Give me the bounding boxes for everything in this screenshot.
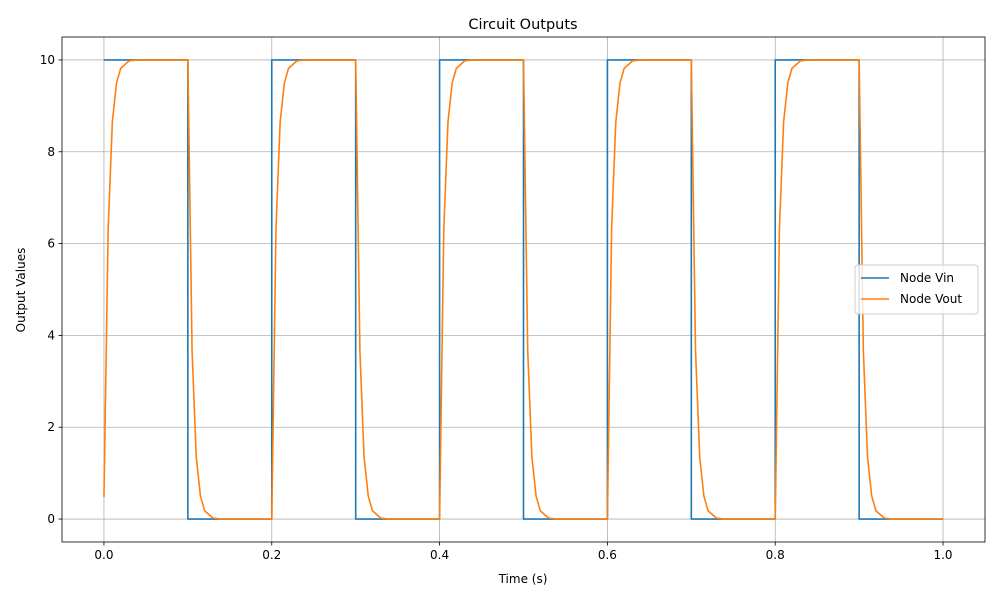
plot-frame bbox=[61, 36, 986, 543]
x-tick-label: 1.0 bbox=[933, 548, 952, 562]
x-tick-label: 0.6 bbox=[598, 548, 617, 562]
legend: Node Vin Node Vout bbox=[854, 264, 979, 315]
x-tick-label: 0.4 bbox=[430, 548, 449, 562]
y-tick-label: 10 bbox=[40, 53, 55, 67]
y-tick-label: 2 bbox=[47, 420, 55, 434]
y-tick-label: 6 bbox=[47, 237, 55, 251]
y-tick-label: 8 bbox=[47, 145, 55, 159]
chart-title: Circuit Outputs bbox=[468, 17, 577, 33]
y-axis-ticks: 0 2 4 6 8 10 bbox=[40, 53, 62, 526]
y-tick-label: 0 bbox=[47, 512, 55, 526]
series-line-node-vin bbox=[103, 59, 944, 520]
y-axis-label: Output Values bbox=[14, 248, 28, 333]
legend-label: Node Vout bbox=[900, 292, 962, 306]
series-layer bbox=[103, 59, 944, 520]
legend-label: Node Vin bbox=[900, 271, 954, 285]
x-tick-label: 0.2 bbox=[262, 548, 281, 562]
x-axis-ticks: 0.0 0.2 0.4 0.6 0.8 1.0 bbox=[94, 542, 953, 562]
x-axis-label: Time (s) bbox=[498, 572, 548, 586]
series-line-node-vout bbox=[103, 59, 944, 520]
y-tick-label: 4 bbox=[47, 328, 55, 342]
x-tick-label: 0.8 bbox=[766, 548, 785, 562]
x-tick-label: 0.0 bbox=[94, 548, 113, 562]
